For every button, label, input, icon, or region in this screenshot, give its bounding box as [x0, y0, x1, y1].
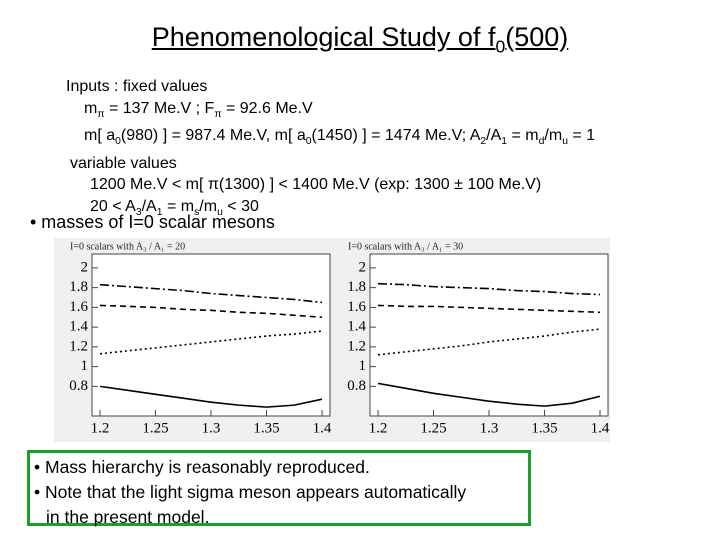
- text: /m: [544, 127, 563, 145]
- x-tick-label: 1.4: [591, 420, 610, 436]
- input-line: mπ = 137 Me.V ; Fπ = 92.6 Me.V: [66, 98, 595, 126]
- text: = m: [162, 197, 195, 215]
- text: = 137 Me.V ; F: [104, 99, 215, 117]
- y-tick-label: 1.4: [69, 319, 88, 335]
- series-line: [377, 328, 601, 356]
- text: = 1: [567, 127, 596, 145]
- x-tick-label: 1.3: [480, 420, 499, 436]
- input-line: m[ a0(980) ] = 987.4 Me.V, m[ a0(1450) ]…: [66, 125, 595, 153]
- x-tick-label: 1.25: [420, 420, 446, 436]
- text: /A: [486, 127, 502, 145]
- text: 20 < A: [90, 197, 136, 215]
- y-tick-label: 1.8: [69, 279, 88, 295]
- series-line: [99, 385, 323, 408]
- subscript: s: [194, 207, 200, 219]
- y-tick-label: 0.8: [69, 378, 88, 394]
- input-line: Inputs : fixed values: [66, 76, 595, 98]
- subscript: π: [214, 108, 222, 120]
- inputs: Inputs : fixed values mπ = 137 Me.V ; Fπ …: [66, 76, 595, 224]
- series-line: [99, 283, 323, 304]
- text: Phenomenological Study of f: [151, 22, 496, 52]
- y-tick-label: 2: [81, 259, 89, 275]
- x-tick-label: 1.25: [142, 420, 168, 436]
- y-tick-label: 1.8: [347, 279, 366, 295]
- x-tick-label: 1.4: [313, 420, 332, 436]
- text: variable values: [70, 154, 177, 172]
- x-tick-label: 1.3: [202, 420, 221, 436]
- chart-title: I=0 scalars with A₃ / A₁ = 20: [70, 241, 185, 252]
- notes-box: • Mass hierarchy is reasonably reproduce…: [27, 450, 531, 527]
- subscript: 0: [115, 136, 121, 148]
- text: (1450) ] = 1474 Me.V; A: [311, 127, 481, 145]
- note-line: in the present model.: [46, 507, 210, 527]
- text: m[ a: [84, 127, 116, 145]
- y-tick-label: 1.2: [347, 338, 366, 354]
- text: (500): [505, 22, 569, 52]
- subscript: 1: [501, 136, 508, 148]
- y-tick-label: 1.6: [69, 299, 88, 315]
- text: m: [84, 99, 98, 117]
- y-tick-label: 0.8: [347, 378, 366, 394]
- series-line: [99, 330, 323, 355]
- input-line: 1200 Me.V < m[ π(1300) ] < 1400 Me.V (ex…: [66, 174, 595, 196]
- subscript: 3: [135, 207, 142, 219]
- x-tick-label: 1.2: [369, 420, 388, 436]
- note-line: • Note that the light sigma meson appear…: [34, 482, 467, 502]
- input-line: variable values: [66, 153, 595, 175]
- text: 1200 Me.V < m[ π(1300) ] < 1400 Me.V (ex…: [90, 176, 542, 194]
- bullet: • masses of I=0 scalar mesons: [30, 212, 275, 232]
- subscript: 1: [156, 207, 163, 219]
- y-tick-label: 1.2: [69, 338, 88, 354]
- subscript: d: [538, 136, 545, 148]
- y-tick-label: 2: [359, 259, 367, 275]
- subscript: u: [562, 136, 568, 148]
- subscript: 2: [480, 136, 487, 148]
- subscript: π: [97, 108, 105, 120]
- plot-frame: [91, 253, 331, 417]
- subscript: 0: [305, 136, 312, 148]
- series-line: [377, 282, 601, 296]
- text: /m: [199, 197, 218, 215]
- charts: I=0 scalars with A₃ / A₁ = 20 0.8 1 1.2 1.4 1…: [54, 238, 610, 442]
- y-tick-label: 1.6: [347, 299, 366, 315]
- series-line: [377, 304, 601, 314]
- series-line: [377, 382, 601, 407]
- slide-title: Phenomenological Study of f0(500): [0, 22, 720, 57]
- x-tick-label: 1.2: [91, 420, 110, 436]
- note-line: • Mass hierarchy is reasonably reproduce…: [34, 457, 370, 477]
- text: /A: [141, 197, 157, 215]
- y-tick-label: 1: [81, 358, 89, 374]
- series-line: [99, 304, 323, 319]
- chart-title: I=0 scalars with A₃ / A₁ = 30: [348, 241, 463, 252]
- subscript: 0: [495, 36, 506, 57]
- plot-frame: [369, 253, 609, 417]
- y-tick-label: 1: [359, 358, 367, 374]
- y-tick-label: 1.4: [347, 319, 366, 335]
- text: = 92.6 Me.V: [221, 99, 313, 117]
- text: (980) ] = 987.4 Me.V, m[ a: [120, 127, 306, 145]
- subscript: u: [217, 207, 223, 219]
- x-tick-label: 1.35: [531, 420, 557, 436]
- input-line: 20 < A3/A1 = ms/mu < 30: [66, 196, 595, 224]
- text: < 30: [222, 197, 259, 215]
- text: = m: [507, 127, 539, 145]
- x-tick-label: 1.35: [253, 420, 279, 436]
- text: Inputs : fixed values: [66, 78, 208, 95]
